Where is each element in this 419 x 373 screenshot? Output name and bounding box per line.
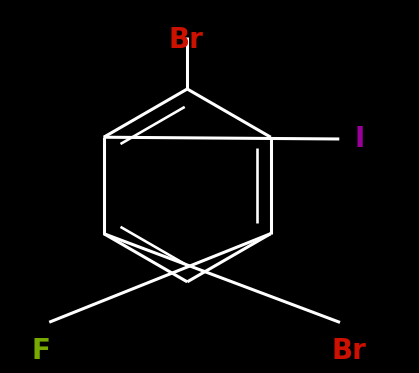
Text: I: I: [354, 125, 365, 153]
Text: Br: Br: [169, 26, 204, 54]
Text: Br: Br: [332, 338, 367, 366]
Text: F: F: [31, 338, 50, 366]
